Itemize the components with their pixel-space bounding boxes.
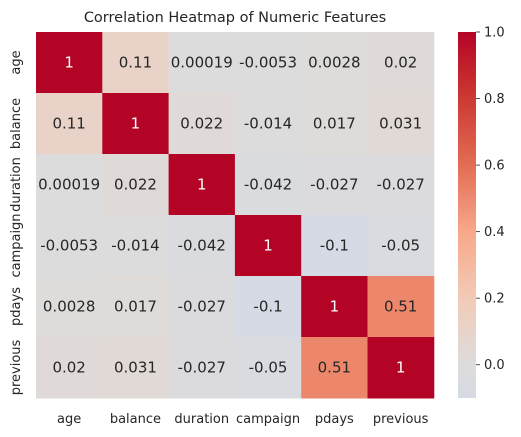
cell-value-label: -0.1: [320, 237, 349, 255]
colorbar: [458, 32, 476, 398]
cell-value-label: 1: [64, 54, 74, 72]
colorbar-tick-label: 0.8: [484, 92, 505, 107]
cell-value-label: 0.0028: [308, 54, 361, 72]
cell-value-label: -0.0053: [239, 54, 297, 72]
cell-value-label: -0.042: [244, 176, 292, 194]
cell-value-label: -0.014: [111, 237, 159, 255]
y-axis-ticks: age balance durationcampaign pdays previous: [9, 50, 24, 395]
cell-value-label: 1: [330, 298, 340, 316]
cell-value-label: -0.05: [381, 237, 420, 255]
cell-value-label: -0.05: [249, 359, 288, 377]
x-tick-label: age: [57, 412, 81, 427]
cell-value-label: -0.042: [178, 237, 226, 255]
y-tick-label: balance: [9, 98, 24, 149]
cell-value-label: 0.017: [114, 298, 157, 316]
cell-value-label: 1: [131, 115, 141, 133]
cell-value-label: -0.014: [244, 115, 292, 133]
colorbar-tick-label: 0.6: [484, 159, 505, 174]
cell-value-label: -0.1: [253, 298, 282, 316]
colorbar-tick-label: 1.0: [484, 26, 505, 41]
cell-value-label: 0.51: [384, 298, 417, 316]
cell-value-label: 0.11: [119, 54, 152, 72]
cell-value-label: 0.017: [313, 115, 356, 133]
x-tick-label: campaign: [236, 412, 300, 427]
colorbar-tick-label: 0.2: [484, 292, 505, 307]
y-tick-label: previous: [9, 339, 24, 395]
cell-value-label: 0.00019: [38, 176, 100, 194]
cell-value-label: -0.027: [178, 359, 226, 377]
cell-value-label: 0.022: [180, 115, 223, 133]
cell-value-label: 1: [396, 359, 406, 377]
y-tick-label: duration: [9, 157, 24, 212]
x-tick-label: duration: [174, 412, 229, 427]
x-tick-label: balance: [110, 412, 161, 427]
colorbar-gradient: [458, 32, 476, 398]
cell-value-label: 1: [197, 176, 207, 194]
cell-value-label: -0.027: [310, 176, 358, 194]
y-tick-label: age: [9, 50, 24, 74]
cell-value-label: 0.00019: [171, 54, 233, 72]
cell-value-label: 1: [263, 237, 273, 255]
cell-value-label: 0.51: [318, 359, 351, 377]
cell-value-label: 0.02: [384, 54, 417, 72]
cell-value-label: 0.11: [52, 115, 85, 133]
x-tick-label: pdays: [315, 412, 354, 427]
cell-value-label: -0.027: [178, 298, 226, 316]
colorbar-tick-label: 0.4: [484, 225, 505, 240]
cell-value-label: -0.027: [376, 176, 424, 194]
x-tick-label: previous: [373, 412, 429, 427]
x-axis-ticks: age balance duration campaign pdays previous: [57, 412, 429, 427]
cell-value-label: 0.02: [52, 359, 85, 377]
y-tick-label: campaign: [9, 213, 24, 277]
cell-value-label: 0.0028: [43, 298, 96, 316]
cell-value-label: 0.031: [114, 359, 157, 377]
heatmap-cells: [36, 32, 434, 399]
colorbar-ticks: 0.0 0.2 0.4 0.6 0.8 1.0: [476, 26, 505, 374]
cell-value-label: -0.0053: [40, 237, 98, 255]
cell-value-label: 0.022: [114, 176, 157, 194]
chart-title: Correlation Heatmap of Numeric Features: [84, 10, 386, 26]
y-tick-label: pdays: [9, 287, 24, 326]
cell-value-label: 0.031: [379, 115, 422, 133]
colorbar-tick-label: 0.0: [484, 358, 505, 373]
